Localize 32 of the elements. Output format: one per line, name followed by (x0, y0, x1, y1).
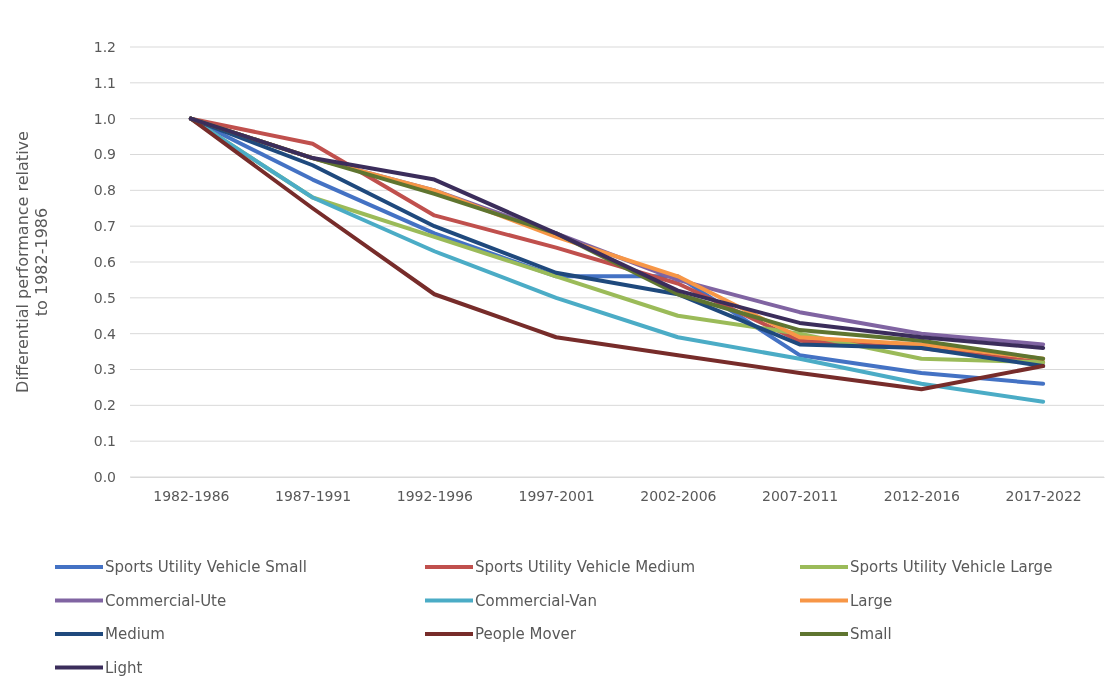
x-tick-label: 1992-1996 (396, 487, 474, 504)
x-tick-label: 1997-2001 (518, 487, 595, 504)
x-tick-label: 1987-1991 (274, 487, 352, 504)
y-tick-label: 1.1 (93, 74, 116, 91)
legend-label: Commercial-Ute (105, 591, 227, 610)
legend-label: Medium (105, 625, 165, 644)
y-axis-title: Differential performance relative to 1982-1986 (13, 131, 52, 393)
x-tick-label: 2002-2006 (640, 487, 717, 504)
legend-label: Sports Utility Vehicle Medium (475, 558, 696, 577)
y-tick-label: 0.1 (93, 433, 116, 450)
y-tick-label: 1.0 (93, 110, 116, 127)
y-tick-label: 0.0 (93, 468, 116, 485)
legend-label: Small (850, 625, 892, 644)
legend-label: Light (105, 658, 143, 677)
legend-label: People Mover (475, 625, 577, 644)
y-tick-label: 1.2 (93, 38, 116, 55)
y-tick-label: 0.7 (93, 218, 116, 235)
x-tick-label: 2012-2016 (883, 487, 961, 504)
y-tick-label: 0.4 (93, 325, 117, 342)
legend-label: Commercial-Van (475, 591, 598, 610)
x-tick-label: 1982-1986 (153, 487, 230, 504)
legend-label: Sports Utility Vehicle Small (105, 558, 307, 577)
x-tick-label: 2007-2011 (761, 487, 839, 504)
y-tick-label: 0.3 (93, 361, 116, 378)
legend-label: Sports Utility Vehicle Large (850, 558, 1053, 577)
legend-label: Large (850, 591, 893, 610)
y-tick-label: 0.5 (93, 289, 116, 306)
x-tick-label: 2017-2022 (1005, 487, 1082, 504)
y-tick-label: 0.8 (93, 182, 116, 199)
y-tick-label: 0.9 (93, 146, 116, 163)
y-tick-label: 0.2 (93, 397, 116, 414)
y-tick-label: 0.6 (93, 253, 117, 270)
